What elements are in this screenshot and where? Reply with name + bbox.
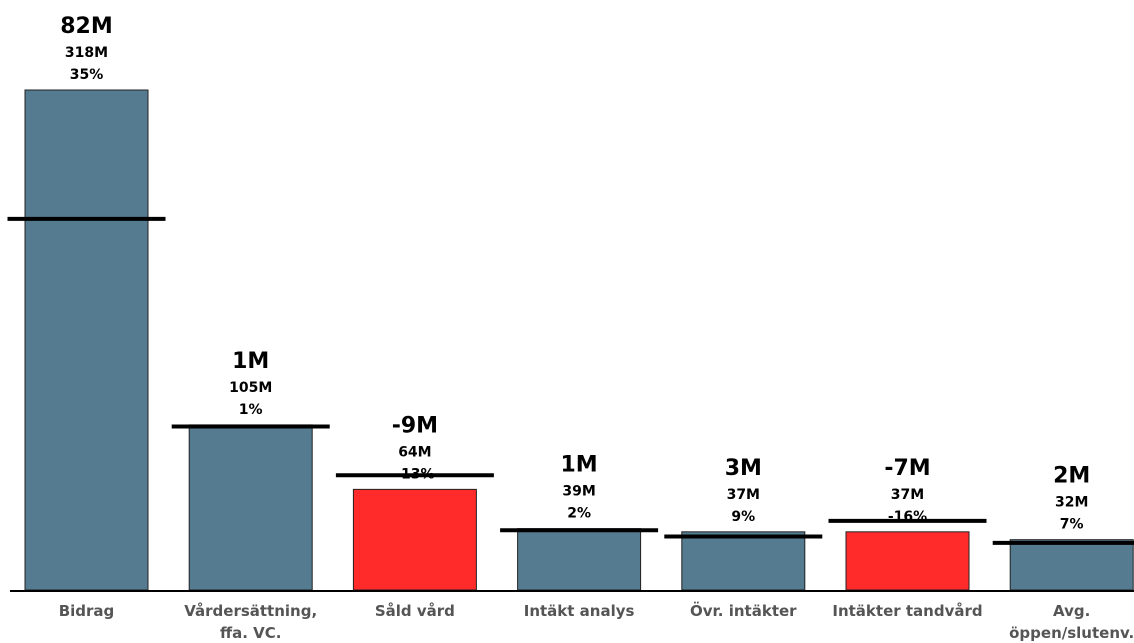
value-label: 105M	[229, 380, 272, 396]
difference-label: 1M	[232, 349, 269, 374]
percent-label: -13%	[395, 466, 434, 482]
percent-label: 1%	[239, 402, 263, 418]
bar	[681, 531, 806, 591]
value-label: 64M	[398, 444, 431, 460]
reference-lines-group	[7, 216, 1134, 545]
category-label: ffa. VC.	[220, 624, 282, 642]
category-label: Intäkt analys	[524, 602, 635, 620]
category-labels-group: Bidrag Vårdersättning, ffa. VC. Såld vård In…	[59, 601, 1134, 642]
value-label: 318M	[65, 45, 108, 61]
difference-label: 1M	[560, 453, 597, 478]
labels-group: 82M 318M 35% 1M 105M 1% -9M 64M -13% 1M 39M 2% 3M 37M…	[60, 14, 1090, 533]
bar	[845, 531, 970, 591]
value-label: 32M	[1055, 495, 1088, 511]
value-label: 37M	[727, 487, 760, 503]
category-label: Avg.	[1053, 602, 1090, 620]
bar	[517, 528, 642, 591]
category-label: Vårdersättning,	[184, 602, 317, 620]
category-label: öppen/slutenv.	[1009, 624, 1134, 642]
percent-label: 2%	[567, 506, 591, 522]
difference-label: -9M	[392, 413, 438, 438]
difference-label: -7M	[884, 456, 930, 481]
category-label: Bidrag	[59, 602, 115, 620]
bars-group	[24, 89, 1134, 591]
difference-label: 3M	[725, 456, 762, 481]
difference-label: 82M	[60, 14, 113, 39]
percent-label: 9%	[731, 509, 755, 525]
value-label: 39M	[562, 484, 595, 500]
difference-label: 2M	[1053, 464, 1090, 489]
percent-label: 35%	[70, 67, 104, 83]
percent-label: -16%	[888, 509, 927, 525]
bar	[1009, 539, 1134, 591]
value-label: 37M	[891, 487, 924, 503]
bar	[188, 424, 313, 591]
bar	[352, 488, 477, 591]
bar	[24, 89, 149, 591]
category-label: Såld vård	[375, 602, 455, 620]
category-label: Övr. intäkter	[690, 601, 797, 620]
percent-label: 7%	[1060, 517, 1084, 533]
category-label: Intäkter tandvård	[832, 602, 982, 620]
